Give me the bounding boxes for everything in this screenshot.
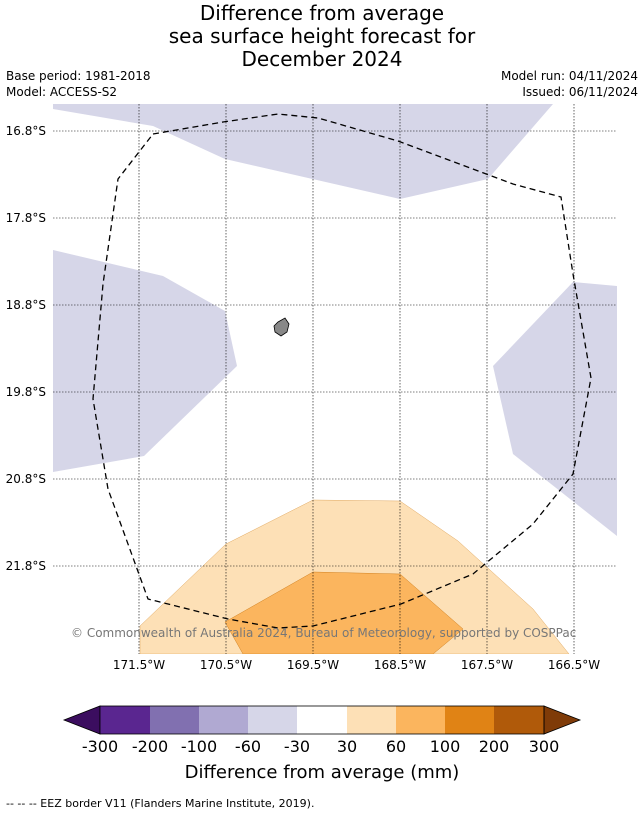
colorbar-bin-1 [100,706,150,734]
base-period: Base period: 1981-2018 [6,69,151,83]
lon-label-1: 171.5°W [112,658,166,672]
sea-level-map: © Commonwealth of Australia 2024, Bureau… [53,104,617,654]
colorbar-label-8: 100 [429,737,461,756]
lon-label-2: 170.5°W [199,658,253,672]
colorbar-label-9: 200 [478,737,510,756]
colorbar-extend-low [62,705,101,735]
title-line-1: Difference from average [199,1,445,25]
lat-label-4: 19.8°S [5,385,46,399]
colorbar-label-2: -200 [131,737,169,756]
colorbar-bin-5 [297,706,347,734]
colorbar-extend-high [543,705,582,735]
eez-legend: -- -- -- EEZ border V11 (Flanders Marine… [6,797,315,810]
lat-label-3: 18.8°S [5,298,46,312]
colorbar-label-1: -300 [81,737,119,756]
colorbar-label-5: -30 [283,737,311,756]
colorbar-bin-2 [150,706,199,734]
colorbar-label-3: -100 [180,737,218,756]
colorbar [62,705,582,735]
lon-label-3: 169.5°W [286,658,340,672]
colorbar-label-10: 300 [528,737,560,756]
lat-label-6: 21.8°S [5,559,46,573]
negative-anomaly-north [53,104,553,199]
copyright-text: © Commonwealth of Australia 2024, Bureau… [71,626,576,640]
grid-lines [53,104,617,654]
colorbar-bin-3 [199,706,248,734]
lon-label-5: 167.5°W [460,658,514,672]
colorbar-bin-9 [494,706,544,734]
model-name: Model: ACCESS-S2 [6,85,118,99]
colorbar-bin-8 [445,706,494,734]
colorbar-label-7: 60 [385,737,407,756]
eez-border [92,113,592,629]
negative-anomaly-west [53,250,237,472]
lat-label-5: 20.8°S [5,472,46,486]
lon-label-6: 166.5°W [547,658,601,672]
lat-label-1: 16.8°S [5,124,46,138]
colorbar-label-4: -60 [234,737,262,756]
lon-label-4: 168.5°W [373,658,427,672]
colorbar-bin-4 [248,706,297,734]
colorbar-bin-6 [347,706,396,734]
lat-label-2: 17.8°S [5,211,46,225]
niue-island [273,317,290,337]
title-line-2: sea surface height forecast for [168,24,476,48]
model-run-date: Model run: 04/11/2024 [500,69,638,83]
colorbar-title: Difference from average (mm) [184,762,460,783]
title-line-3: December 2024 [241,47,403,71]
issued-date: Issued: 06/11/2024 [522,85,638,99]
colorbar-bin-7 [396,706,445,734]
colorbar-label-6: 30 [336,737,358,756]
